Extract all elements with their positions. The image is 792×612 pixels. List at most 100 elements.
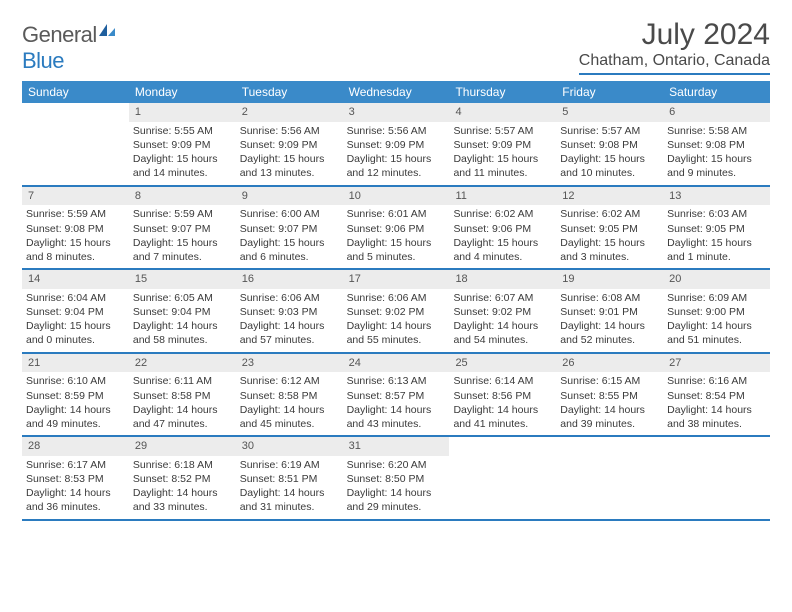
sunrise-text: Sunrise: 5:57 AM xyxy=(453,124,552,138)
day-number: 19 xyxy=(556,270,663,289)
day-details: Sunrise: 6:05 AMSunset: 9:04 PMDaylight:… xyxy=(129,291,236,348)
sunset-text: Sunset: 9:09 PM xyxy=(347,138,446,152)
calendar-week: 14Sunrise: 6:04 AMSunset: 9:04 PMDayligh… xyxy=(22,270,770,354)
day-number: 7 xyxy=(22,187,129,206)
daylight-text: Daylight: 14 hours and 54 minutes. xyxy=(453,319,552,347)
calendar-cell: 16Sunrise: 6:06 AMSunset: 9:03 PMDayligh… xyxy=(236,270,343,352)
sunset-text: Sunset: 8:56 PM xyxy=(453,389,552,403)
sunrise-text: Sunrise: 6:08 AM xyxy=(560,291,659,305)
calendar-cell: 8Sunrise: 5:59 AMSunset: 9:07 PMDaylight… xyxy=(129,187,236,269)
sunset-text: Sunset: 9:00 PM xyxy=(667,305,766,319)
calendar-cell xyxy=(449,437,556,519)
daylight-text: Daylight: 15 hours and 12 minutes. xyxy=(347,152,446,180)
sunrise-text: Sunrise: 6:05 AM xyxy=(133,291,232,305)
calendar-cell: 13Sunrise: 6:03 AMSunset: 9:05 PMDayligh… xyxy=(663,187,770,269)
sunrise-text: Sunrise: 6:10 AM xyxy=(26,374,125,388)
daylight-text: Daylight: 15 hours and 9 minutes. xyxy=(667,152,766,180)
daylight-text: Daylight: 14 hours and 55 minutes. xyxy=(347,319,446,347)
daylight-text: Daylight: 15 hours and 10 minutes. xyxy=(560,152,659,180)
daylight-text: Daylight: 14 hours and 38 minutes. xyxy=(667,403,766,431)
calendar-week: 7Sunrise: 5:59 AMSunset: 9:08 PMDaylight… xyxy=(22,187,770,271)
weekday-label: Sunday xyxy=(22,81,129,103)
day-number: 5 xyxy=(556,103,663,122)
day-number: 2 xyxy=(236,103,343,122)
calendar-cell: 23Sunrise: 6:12 AMSunset: 8:58 PMDayligh… xyxy=(236,354,343,436)
day-number: 3 xyxy=(343,103,450,122)
calendar-week: 1Sunrise: 5:55 AMSunset: 9:09 PMDaylight… xyxy=(22,103,770,187)
day-number: 4 xyxy=(449,103,556,122)
sunset-text: Sunset: 9:01 PM xyxy=(560,305,659,319)
daylight-text: Daylight: 14 hours and 41 minutes. xyxy=(453,403,552,431)
calendar-cell: 6Sunrise: 5:58 AMSunset: 9:08 PMDaylight… xyxy=(663,103,770,185)
day-details: Sunrise: 5:56 AMSunset: 9:09 PMDaylight:… xyxy=(236,124,343,181)
sunset-text: Sunset: 9:07 PM xyxy=(133,222,232,236)
title-block: July 2024 Chatham, Ontario, Canada xyxy=(579,18,770,75)
sunrise-text: Sunrise: 6:03 AM xyxy=(667,207,766,221)
calendar-cell: 21Sunrise: 6:10 AMSunset: 8:59 PMDayligh… xyxy=(22,354,129,436)
sunset-text: Sunset: 9:08 PM xyxy=(560,138,659,152)
daylight-text: Daylight: 15 hours and 13 minutes. xyxy=(240,152,339,180)
sunrise-text: Sunrise: 6:12 AM xyxy=(240,374,339,388)
weekday-label: Thursday xyxy=(449,81,556,103)
calendar-cell: 4 Sunrise: 5:57 AMSunset: 9:09 PMDaylight… xyxy=(449,103,556,185)
sunset-text: Sunset: 9:06 PM xyxy=(453,222,552,236)
calendar-week: 21Sunrise: 6:10 AMSunset: 8:59 PMDayligh… xyxy=(22,354,770,438)
day-details: Sunrise: 6:10 AMSunset: 8:59 PMDaylight:… xyxy=(22,374,129,431)
calendar-cell: 9Sunrise: 6:00 AMSunset: 9:07 PMDaylight… xyxy=(236,187,343,269)
day-number: 31 xyxy=(343,437,450,456)
calendar-cell: 14Sunrise: 6:04 AMSunset: 9:04 PMDayligh… xyxy=(22,270,129,352)
daylight-text: Daylight: 15 hours and 4 minutes. xyxy=(453,236,552,264)
day-number: 21 xyxy=(22,354,129,373)
header: GeneralBlue July 2024 Chatham, Ontario, … xyxy=(22,18,770,75)
day-details: Sunrise: 6:18 AMSunset: 8:52 PMDaylight:… xyxy=(129,458,236,515)
day-number: 27 xyxy=(663,354,770,373)
sail-icon xyxy=(97,22,117,38)
sunrise-text: Sunrise: 5:55 AM xyxy=(133,124,232,138)
calendar-cell: 29Sunrise: 6:18 AMSunset: 8:52 PMDayligh… xyxy=(129,437,236,519)
day-number: 26 xyxy=(556,354,663,373)
calendar-cell: 24Sunrise: 6:13 AMSunset: 8:57 PMDayligh… xyxy=(343,354,450,436)
sunset-text: Sunset: 8:57 PM xyxy=(347,389,446,403)
brand-part1: General xyxy=(22,22,97,47)
daylight-text: Daylight: 15 hours and 1 minute. xyxy=(667,236,766,264)
day-details: Sunrise: 5:57 AMSunset: 9:09 PMDaylight:… xyxy=(449,124,556,181)
calendar-cell: 30Sunrise: 6:19 AMSunset: 8:51 PMDayligh… xyxy=(236,437,343,519)
brand-part2: Blue xyxy=(22,48,64,73)
sunset-text: Sunset: 9:08 PM xyxy=(26,222,125,236)
sunset-text: Sunset: 9:09 PM xyxy=(133,138,232,152)
day-details: Sunrise: 6:02 AMSunset: 9:05 PMDaylight:… xyxy=(556,207,663,264)
daylight-text: Daylight: 15 hours and 7 minutes. xyxy=(133,236,232,264)
sunrise-text: Sunrise: 6:04 AM xyxy=(26,291,125,305)
calendar-cell: 2 Sunrise: 5:56 AMSunset: 9:09 PMDaylight… xyxy=(236,103,343,185)
sunset-text: Sunset: 9:06 PM xyxy=(347,222,446,236)
daylight-text: Daylight: 15 hours and 6 minutes. xyxy=(240,236,339,264)
day-details: Sunrise: 5:59 AMSunset: 9:07 PMDaylight:… xyxy=(129,207,236,264)
day-number: 25 xyxy=(449,354,556,373)
day-number: 9 xyxy=(236,187,343,206)
sunset-text: Sunset: 9:03 PM xyxy=(240,305,339,319)
sunset-text: Sunset: 8:58 PM xyxy=(240,389,339,403)
weekday-label: Tuesday xyxy=(236,81,343,103)
brand-text: GeneralBlue xyxy=(22,22,117,74)
sunrise-text: Sunrise: 6:15 AM xyxy=(560,374,659,388)
day-details: Sunrise: 6:03 AMSunset: 9:05 PMDaylight:… xyxy=(663,207,770,264)
calendar-cell: 15Sunrise: 6:05 AMSunset: 9:04 PMDayligh… xyxy=(129,270,236,352)
sunrise-text: Sunrise: 6:09 AM xyxy=(667,291,766,305)
daylight-text: Daylight: 15 hours and 3 minutes. xyxy=(560,236,659,264)
sunrise-text: Sunrise: 5:58 AM xyxy=(667,124,766,138)
sunrise-text: Sunrise: 6:18 AM xyxy=(133,458,232,472)
daylight-text: Daylight: 14 hours and 47 minutes. xyxy=(133,403,232,431)
day-number: 20 xyxy=(663,270,770,289)
sunset-text: Sunset: 9:05 PM xyxy=(667,222,766,236)
day-number: 30 xyxy=(236,437,343,456)
day-details: Sunrise: 6:12 AMSunset: 8:58 PMDaylight:… xyxy=(236,374,343,431)
day-details: Sunrise: 5:58 AMSunset: 9:08 PMDaylight:… xyxy=(663,124,770,181)
day-details: Sunrise: 6:07 AMSunset: 9:02 PMDaylight:… xyxy=(449,291,556,348)
sunset-text: Sunset: 9:04 PM xyxy=(26,305,125,319)
calendar-week: 28Sunrise: 6:17 AMSunset: 8:53 PMDayligh… xyxy=(22,437,770,521)
calendar-cell: 26Sunrise: 6:15 AMSunset: 8:55 PMDayligh… xyxy=(556,354,663,436)
sunset-text: Sunset: 9:02 PM xyxy=(453,305,552,319)
daylight-text: Daylight: 15 hours and 0 minutes. xyxy=(26,319,125,347)
location-rule: Chatham, Ontario, Canada xyxy=(579,52,770,75)
day-details: Sunrise: 6:20 AMSunset: 8:50 PMDaylight:… xyxy=(343,458,450,515)
